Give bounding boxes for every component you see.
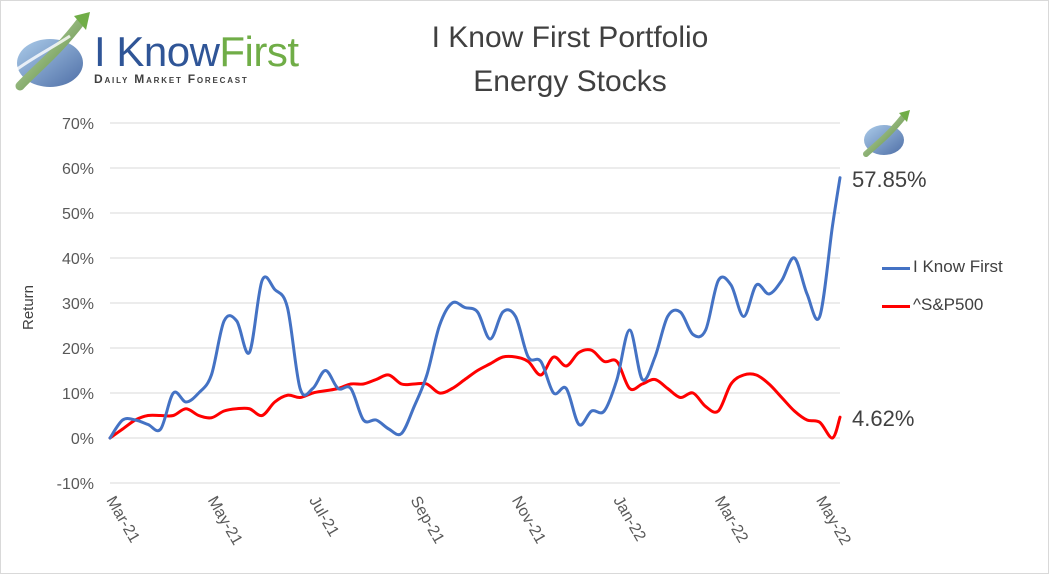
mini-logo-icon — [863, 110, 910, 157]
x-tick-label: Jul-21 — [305, 494, 342, 540]
y-tick-label: 0% — [71, 431, 94, 448]
x-tick-label: Mar-22 — [711, 494, 751, 546]
logo-swoosh-icon — [15, 12, 90, 91]
logo-tagline: Daily Market Forecast — [94, 72, 249, 86]
y-tick-label: 10% — [62, 386, 94, 403]
y-tick-label: -10% — [57, 476, 94, 493]
y-tick-label: 60% — [62, 161, 94, 178]
legend-label-ikf: I Know First — [913, 257, 1003, 276]
logo-wordmark: I KnowFirst — [94, 30, 299, 74]
chart-title-line1: I Know First Portfolio — [431, 21, 709, 54]
chart-title-line2: Energy Stocks — [473, 65, 667, 98]
legend-label-sp: ^S&P500 — [913, 295, 984, 314]
logo-word-part2: First — [219, 28, 299, 75]
chart-title: I Know First Portfolio Energy Stocks — [330, 16, 810, 104]
end-label-sp: 4.62% — [852, 406, 915, 431]
y-tick-label: 50% — [62, 206, 94, 223]
x-tick-label: May-22 — [812, 494, 853, 549]
end-label-ikf: 57.85% — [852, 167, 927, 192]
y-tick-label: 70% — [62, 116, 94, 133]
logo-word-part1: I Know — [94, 28, 220, 75]
series-line-sp — [108, 348, 842, 440]
y-tick-label: 40% — [62, 251, 94, 268]
x-tick-label: Nov-21 — [508, 494, 549, 547]
legend-swatch-sp — [882, 305, 910, 308]
x-tick-label: Mar-21 — [103, 494, 143, 546]
legend-swatch-ikf — [882, 267, 910, 270]
y-tick-label: 20% — [62, 341, 94, 358]
y-tick-label: 30% — [62, 296, 94, 313]
series-line-ikf — [108, 176, 842, 440]
x-tick-label: May-21 — [204, 494, 245, 549]
x-tick-label: Sep-21 — [407, 494, 448, 547]
company-logo: I KnowFirst Daily Market Forecast — [12, 8, 302, 98]
x-tick-label: Jan-22 — [609, 494, 648, 545]
